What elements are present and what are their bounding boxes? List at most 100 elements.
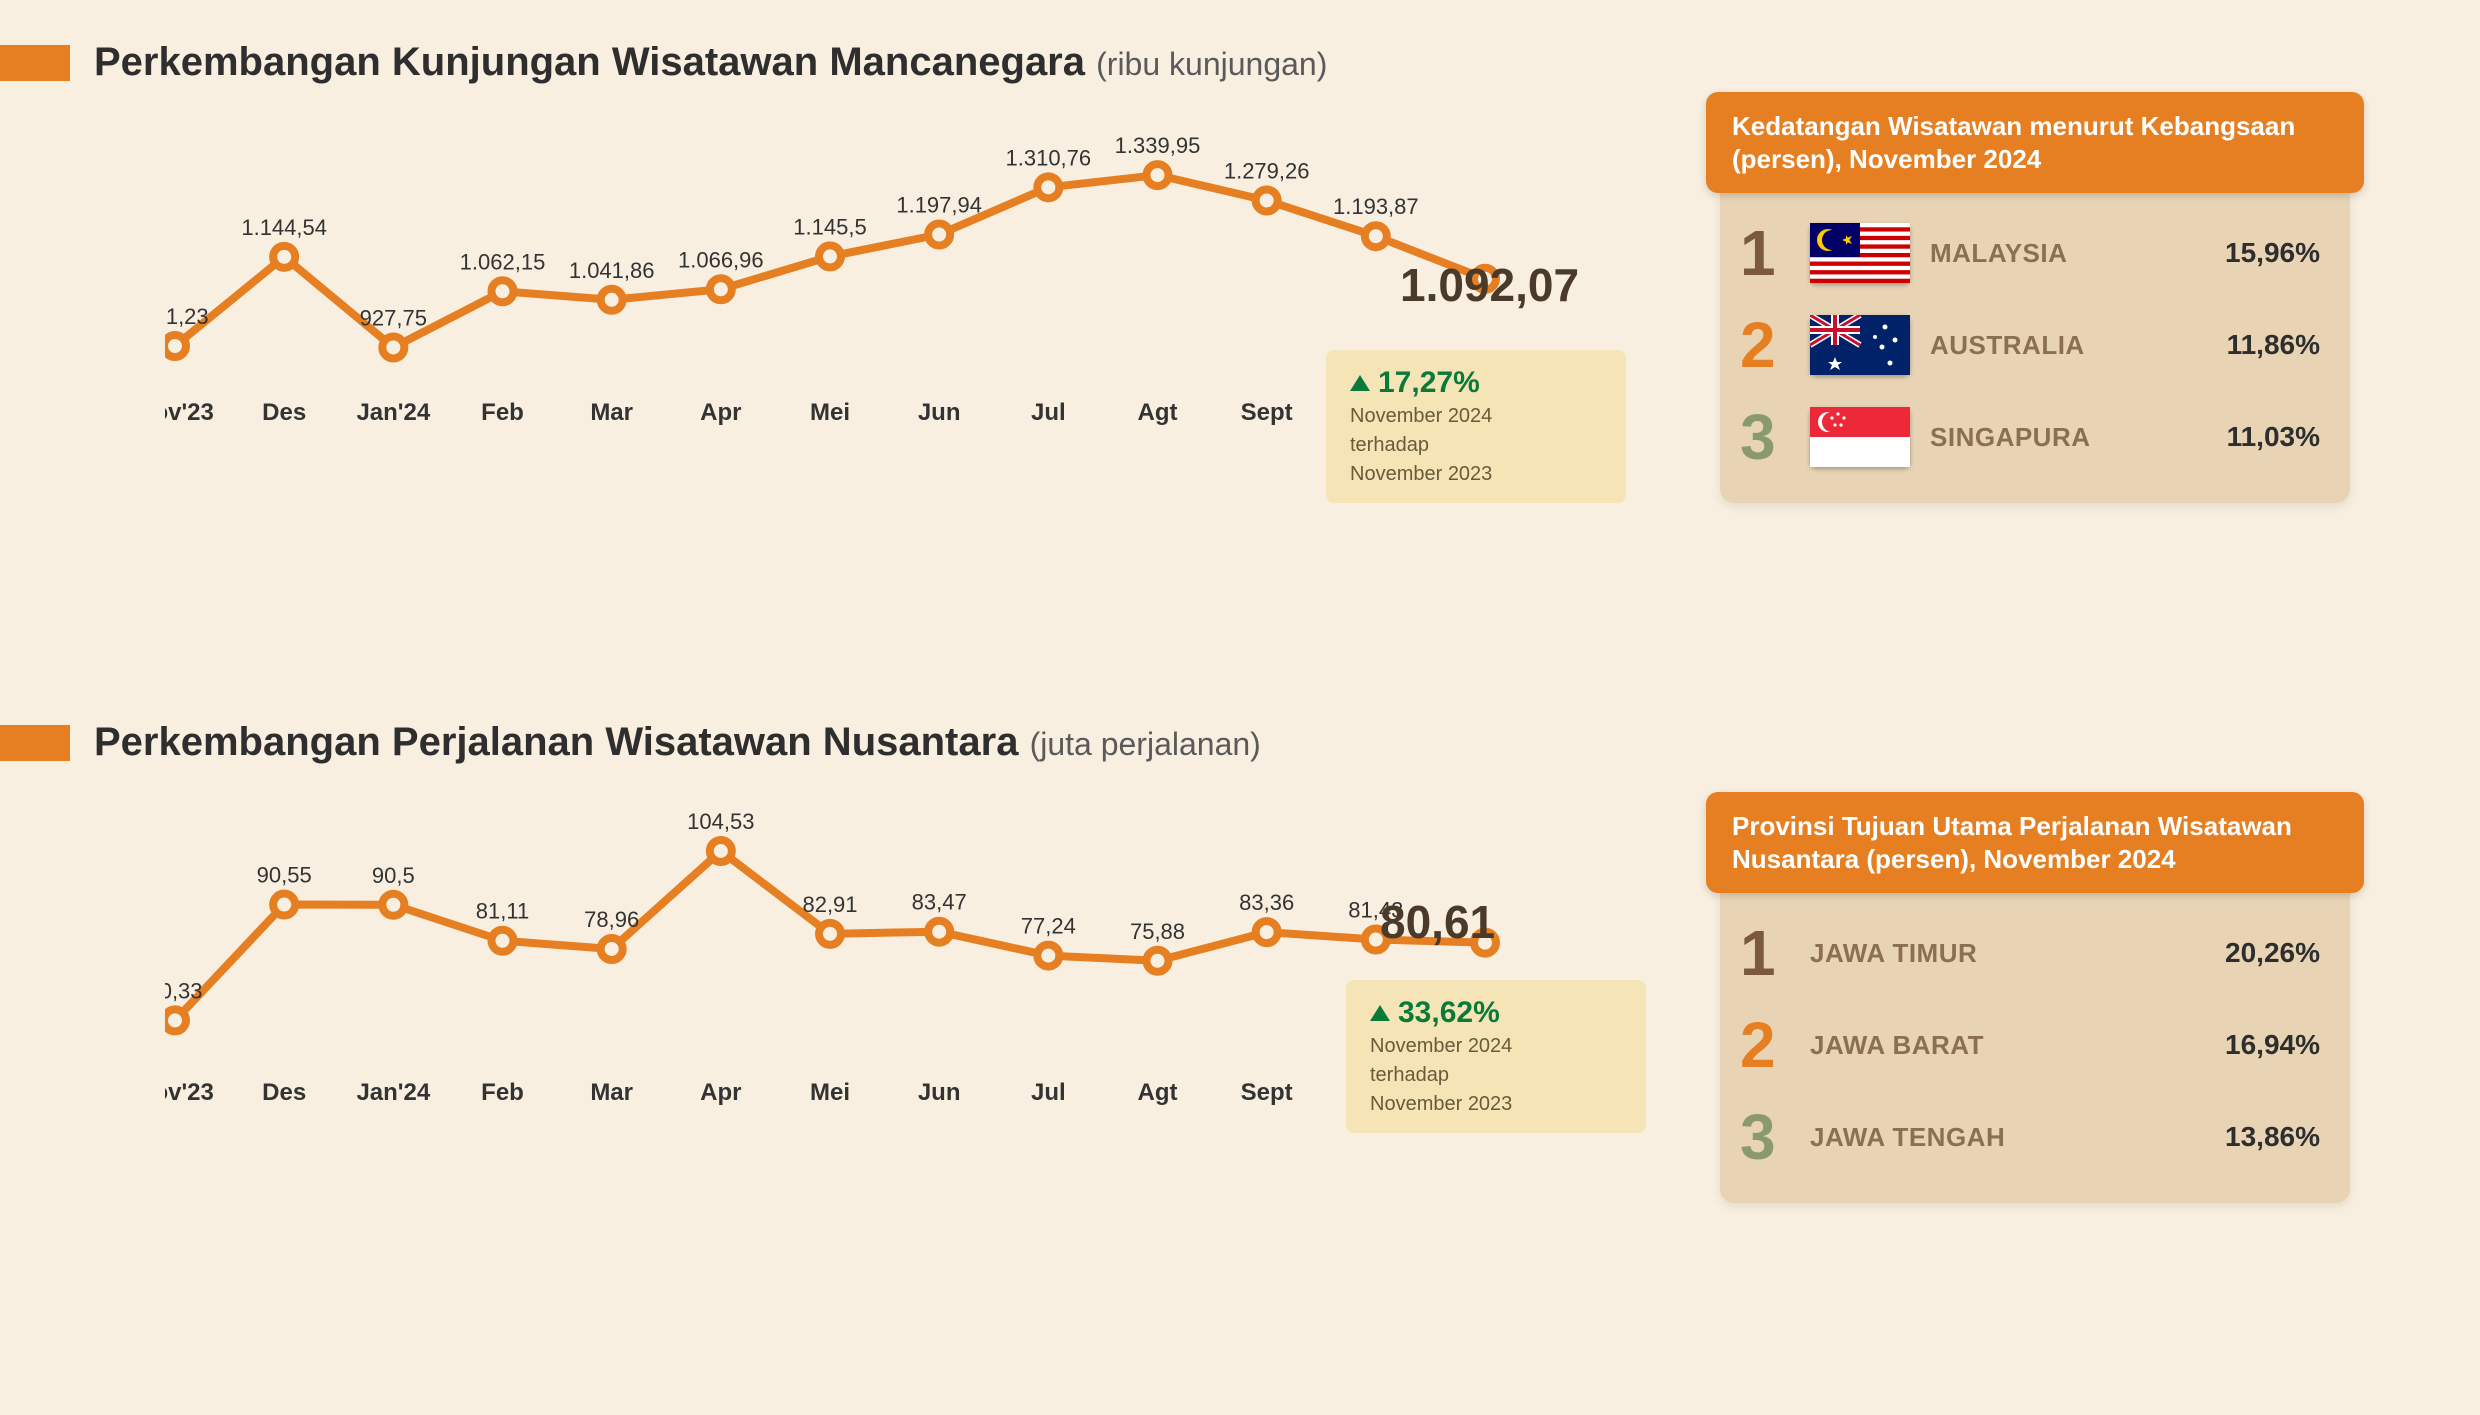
panel-1-header: Kedatangan Wisatawan menurut Kebangsaan … xyxy=(1706,92,2364,193)
rank-label: JAWA TENGAH xyxy=(1810,1122,2225,1153)
chart-marker xyxy=(1365,225,1387,247)
chart-x-label: Jan'24 xyxy=(356,399,430,426)
yoy-2-line3: November 2023 xyxy=(1370,1092,1618,1117)
chart-x-label: Feb xyxy=(481,399,524,426)
chart-x-label: Mei xyxy=(810,399,850,426)
chart-point-label: 927,75 xyxy=(360,305,427,330)
chart-x-label: Mar xyxy=(590,399,633,426)
chart-marker xyxy=(1147,164,1169,186)
chart-marker xyxy=(1256,921,1278,943)
rank-row: 3 SINGAPURA11,03% xyxy=(1720,391,2350,483)
chart-point-label: 75,88 xyxy=(1130,919,1185,944)
orange-tab-icon xyxy=(0,725,70,761)
rank-number: 2 xyxy=(1740,1013,1810,1077)
chart-marker xyxy=(1256,189,1278,211)
chart-marker xyxy=(1147,950,1169,972)
chart-marker xyxy=(165,1009,186,1031)
chart-x-label: Des xyxy=(262,1079,306,1106)
title-1-sub: (ribu kunjungan) xyxy=(1096,46,1327,82)
chart-1: 931,23Nov'231.144,54Des927,75Jan'241.062… xyxy=(165,110,1515,430)
chart-x-label: Sept xyxy=(1241,399,1293,426)
my-flag-icon xyxy=(1810,223,1910,283)
rank-label: AUSTRALIA xyxy=(1930,330,2227,361)
chart-point-label: 83,36 xyxy=(1239,890,1294,915)
up-triangle-icon xyxy=(1350,375,1370,391)
yoy-2-line1: November 2024 xyxy=(1370,1034,1618,1059)
orange-tab-icon xyxy=(0,45,70,81)
yoy-1-pct-row: 17,27% xyxy=(1350,366,1598,400)
chart-marker xyxy=(710,278,732,300)
chart-marker xyxy=(273,894,295,916)
rank-row: 1 MALAYSIA15,96% xyxy=(1720,207,2350,299)
chart-point-label: 83,47 xyxy=(912,890,967,915)
chart-point-label: 1.197,94 xyxy=(896,192,982,217)
chart-marker xyxy=(1037,176,1059,198)
chart-point-label: 78,96 xyxy=(584,907,639,932)
chart-1-wrap: 931,23Nov'231.144,54Des927,75Jan'241.062… xyxy=(165,110,1515,430)
yoy-1-pct: 17,27% xyxy=(1378,366,1480,400)
title-row-1: Perkembangan Kunjungan Wisatawan Mancane… xyxy=(0,40,2480,85)
chart-x-label: Agt xyxy=(1138,1079,1178,1106)
chart-point-label: 1.145,5 xyxy=(793,214,866,239)
chart-point-label: 90,55 xyxy=(257,863,312,888)
yoy-1-line3: November 2023 xyxy=(1350,462,1598,487)
chart-point-label: 1.144,54 xyxy=(241,215,327,240)
panel-2-header: Provinsi Tujuan Utama Perjalanan Wisataw… xyxy=(1706,792,2364,893)
chart-marker xyxy=(601,938,623,960)
chart-marker xyxy=(928,223,950,245)
chart-1-last-big: 1.092,07 xyxy=(1400,258,1579,312)
chart-x-label: Sept xyxy=(1241,1079,1293,1106)
sg-flag-icon xyxy=(1810,407,1910,467)
au-flag-icon xyxy=(1810,315,1910,375)
chart-marker xyxy=(492,280,514,302)
yoy-1-line1: November 2024 xyxy=(1350,404,1598,429)
chart-x-label: Jan'24 xyxy=(356,1079,430,1106)
chart-x-label: Nov'23 xyxy=(165,1079,214,1106)
chart-marker xyxy=(819,245,841,267)
chart-marker xyxy=(819,923,841,945)
chart-x-label: Mei xyxy=(810,1079,850,1106)
chart-point-label: 104,53 xyxy=(687,809,754,834)
panel-province: Provinsi Tujuan Utama Perjalanan Wisataw… xyxy=(1720,806,2350,1203)
rank-value: 11,86% xyxy=(2227,329,2320,361)
rank-label: MALAYSIA xyxy=(1930,238,2225,269)
chart-point-label: 1.066,96 xyxy=(678,247,764,272)
chart-point-label: 1.193,87 xyxy=(1333,194,1419,219)
title-1: Perkembangan Kunjungan Wisatawan Mancane… xyxy=(94,40,1327,85)
chart-point-label: 81,11 xyxy=(476,899,529,924)
rank-row: 1JAWA TIMUR20,26% xyxy=(1720,907,2350,999)
chart-marker xyxy=(382,894,404,916)
yoy-2-line2: terhadap xyxy=(1370,1063,1618,1088)
chart-x-label: Apr xyxy=(700,399,741,426)
chart-x-label: Jul xyxy=(1031,399,1066,426)
rank-label: JAWA BARAT xyxy=(1810,1030,2225,1061)
chart-marker xyxy=(165,335,186,357)
chart-point-label: 60,33 xyxy=(165,978,203,1003)
rank-number: 2 xyxy=(1740,313,1810,377)
rank-number: 3 xyxy=(1740,405,1810,469)
chart-point-label: 1.062,15 xyxy=(460,249,546,274)
rank-row: 2 AUSTRALIA11,86% xyxy=(1720,299,2350,391)
yoy-2-pct: 33,62% xyxy=(1398,996,1500,1030)
chart-marker xyxy=(1037,945,1059,967)
title-2-main: Perkembangan Perjalanan Wisatawan Nusant… xyxy=(94,720,1018,764)
chart-point-label: 1.310,76 xyxy=(1006,145,1092,170)
rank-value: 20,26% xyxy=(2225,937,2320,969)
section-foreign-visitors: Perkembangan Kunjungan Wisatawan Mancane… xyxy=(0,40,2480,85)
rank-value: 13,86% xyxy=(2225,1121,2320,1153)
section-domestic-trips: Perkembangan Perjalanan Wisatawan Nusant… xyxy=(0,720,2480,765)
chart-point-label: 931,23 xyxy=(165,304,209,329)
chart-point-label: 90,5 xyxy=(372,863,415,888)
chart-x-label: Des xyxy=(262,399,306,426)
chart-point-label: 77,24 xyxy=(1021,914,1076,939)
chart-2-last-big: 80,61 xyxy=(1380,895,1495,949)
yoy-1-line2: terhadap xyxy=(1350,433,1598,458)
chart-x-label: Feb xyxy=(481,1079,524,1106)
rank-label: SINGAPURA xyxy=(1930,422,2227,453)
title-1-main: Perkembangan Kunjungan Wisatawan Mancane… xyxy=(94,40,1085,84)
chart-x-label: Apr xyxy=(700,1079,741,1106)
chart-x-label: Jul xyxy=(1031,1079,1066,1106)
title-2-sub: (juta perjalanan) xyxy=(1030,726,1261,762)
chart-point-label: 1.339,95 xyxy=(1115,133,1201,158)
chart-marker xyxy=(382,336,404,358)
